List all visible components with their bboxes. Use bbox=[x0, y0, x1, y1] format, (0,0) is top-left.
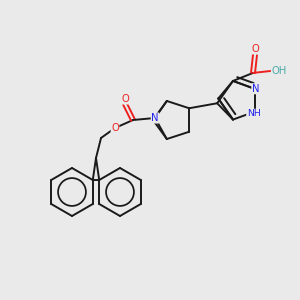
Text: O: O bbox=[251, 44, 259, 54]
Text: NH: NH bbox=[247, 109, 260, 118]
Text: O: O bbox=[121, 94, 129, 104]
Text: N: N bbox=[252, 84, 259, 94]
Text: OH: OH bbox=[272, 66, 286, 76]
Text: O: O bbox=[111, 123, 119, 133]
Text: N: N bbox=[151, 113, 159, 123]
